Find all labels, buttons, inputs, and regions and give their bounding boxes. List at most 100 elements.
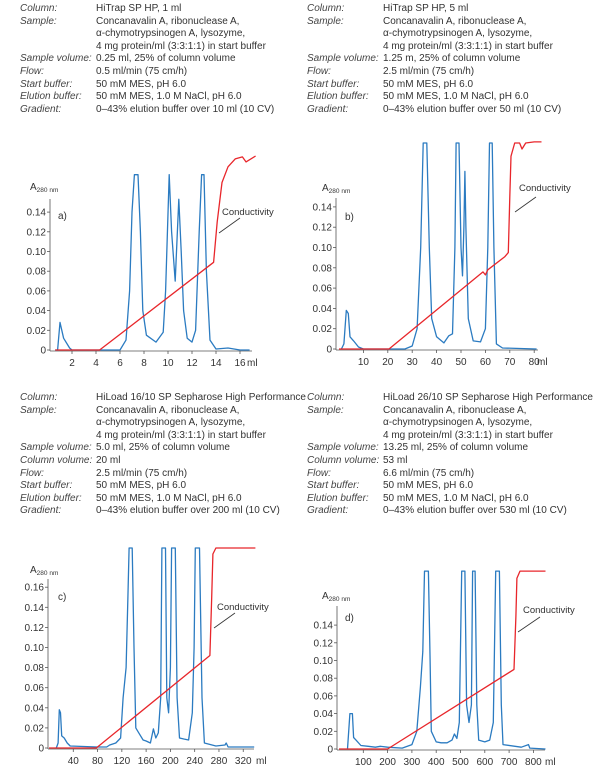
condition-value: α-chymotrypsinogen A, lysozyme, (96, 28, 246, 40)
condition-value: 50 mM MES, pH 6.0 (96, 480, 187, 492)
condition-value: 0–43% elution buffer over 530 ml (10 CV) (383, 505, 567, 517)
conductivity-leader-line (514, 196, 537, 213)
panel-label: d) (345, 613, 354, 624)
chart-c: 0 0.02 0.04 0.06 0.08 0.10 0.12 0.14 0.16 40 80 120… (25, 547, 269, 767)
conditions-c: HiLoad 16/10 SP Sepharose High Performan… (20, 392, 310, 518)
condition-value: 4 mg protein/ml (3:3:1:1) in start buffe… (383, 429, 553, 441)
x-tick-label: 10 (358, 357, 370, 368)
x-tick-label: 10 (162, 358, 174, 369)
y-tick-label: 0.10 (25, 643, 45, 654)
condition-label: Column: (20, 3, 58, 14)
condition-value: 0–43% elution buffer over 50 ml (10 CV) (383, 103, 562, 115)
condition-label: Sample: (20, 15, 57, 27)
chart-a: 0 0.02 0.04 0.06 0.08 0.10 0.12 0.14 2 4 6 8 10 12 14 1… (27, 155, 274, 369)
absorbance-trace (340, 142, 537, 350)
condition-value: Concanavalin A, ribonuclease A, (383, 404, 527, 416)
y-tick-label: 0.14 (27, 208, 47, 219)
y-tick-label: 0.14 (25, 603, 45, 614)
x-unit-label: ml (256, 756, 267, 767)
condition-row: 13.25 ml, 25% of column volume Sample vol… (307, 442, 607, 455)
x-tick-label: 2 (69, 358, 75, 369)
condition-row: HiLoad 16/10 SP Sepharose High Performan… (20, 392, 310, 405)
y-tick-label: 0.10 (313, 243, 333, 254)
y-tick-label: 0.04 (314, 709, 334, 720)
condition-label: Column volume: (307, 454, 380, 466)
condition-value: 0.25 ml, 25% of column volume (96, 53, 236, 65)
y-tick-label: 0.12 (314, 638, 334, 649)
condition-label: Start buffer: (307, 78, 360, 90)
x-unit-label: ml (247, 358, 258, 369)
x-tick-label: 40 (68, 756, 80, 767)
y-tick-label: 0.02 (313, 324, 333, 335)
condition-row: HiTrap SP HP, 1 ml Column: (20, 3, 310, 16)
y-tick-label: 0.10 (27, 247, 47, 258)
x-tick-label: 200 (379, 757, 396, 768)
x-tick-label: 100 (355, 757, 372, 768)
y-tick-label: 0.16 (25, 583, 45, 594)
conductivity-trace (55, 155, 256, 351)
condition-value: α-chymotrypsinogen A, lysozyme, (96, 417, 246, 429)
y-axis-label: A280 nm (30, 182, 58, 194)
x-tick-label: 6 (117, 358, 123, 369)
condition-label: Sample volume: (20, 53, 92, 65)
x-tick-label: 70 (504, 357, 516, 368)
condition-value: 20 ml (96, 454, 121, 466)
y-tick-label: 0.06 (25, 683, 45, 694)
x-tick-label: 14 (210, 358, 222, 369)
x-tick-label: 80 (529, 357, 541, 368)
condition-label: Gradient: (20, 103, 62, 115)
condition-label: Column: (307, 3, 345, 14)
condition-label: Sample: (307, 15, 344, 27)
y-tick-label: 0.12 (27, 227, 47, 238)
panel-label: b) (345, 212, 354, 223)
condition-value: 50 mM MES, pH 6.0 (383, 480, 474, 492)
condition-value: 2.5 ml/min (75 cm/h) (383, 65, 475, 77)
y-tick-label: 0.12 (25, 623, 45, 634)
conductivity-label: Conductivity (519, 183, 571, 194)
conductivity-label: Conductivity (217, 602, 269, 613)
x-tick-label: 4 (93, 358, 99, 369)
y-tick-label: 0.06 (313, 284, 333, 295)
y-axis-label: A280 nm (322, 183, 350, 195)
condition-row: 2.5 ml/min (75 cm/h) Flow: (307, 66, 607, 79)
condition-value: 4 mg protein/ml (3:3:1:1) in start buffe… (96, 429, 266, 441)
absorbance-trace (346, 570, 546, 750)
condition-label: Gradient: (20, 505, 62, 517)
condition-row: 50 mM MES, pH 6.0 Start buffer: (307, 79, 607, 92)
absorbance-trace (55, 547, 255, 749)
condition-label: Sample volume: (307, 53, 379, 65)
x-unit-label: ml (537, 357, 548, 368)
x-tick-label: 50 (455, 357, 467, 368)
conductivity-trace (339, 141, 542, 350)
x-tick-label: 200 (162, 756, 179, 767)
y-tick-label: 0.14 (313, 202, 333, 213)
condition-label: Flow: (20, 467, 44, 479)
condition-value: 0–43% elution buffer over 200 ml (10 CV) (96, 505, 280, 517)
x-tick-label: 80 (92, 756, 104, 767)
x-tick-label: 40 (431, 357, 443, 368)
y-axis-label: A280 nm (322, 591, 350, 603)
condition-label: Elution buffer: (20, 91, 82, 103)
condition-value: 50 mM MES, 1.0 M NaCl, pH 6.0 (383, 492, 529, 504)
condition-label: Elution buffer: (307, 91, 369, 103)
condition-row: Concanavalin A, ribonuclease A, α-chymotr… (307, 405, 607, 443)
condition-value: 53 ml (383, 454, 408, 466)
condition-value: α-chymotrypsinogen A, lysozyme, (383, 417, 533, 429)
condition-row: 50 mM MES, 1.0 M NaCl, pH 6.0 Elution buf… (307, 493, 607, 506)
x-tick-label: 8 (141, 358, 147, 369)
x-tick-label: 400 (428, 757, 445, 768)
condition-value: α-chymotrypsinogen A, lysozyme, (383, 28, 533, 40)
y-tick-label: 0.02 (314, 727, 334, 738)
conductivity-trace (49, 547, 256, 749)
condition-value: 5.0 ml, 25% of column volume (96, 442, 230, 454)
condition-value: 50 mM MES, 1.0 M NaCl, pH 6.0 (96, 492, 242, 504)
condition-row: 0.25 ml, 25% of column volume Sample volu… (20, 53, 310, 66)
conductivity-label: Conductivity (523, 605, 575, 616)
condition-label: Sample: (20, 404, 57, 416)
x-tick-label: 500 (452, 757, 469, 768)
condition-row: 50 mM MES, pH 6.0 Start buffer: (20, 480, 310, 493)
y-tick-label: 0.06 (314, 691, 334, 702)
y-tick-label: 0.10 (314, 656, 334, 667)
condition-row: 50 mM MES, 1.0 M NaCl, pH 6.0 Elution buf… (20, 91, 310, 104)
